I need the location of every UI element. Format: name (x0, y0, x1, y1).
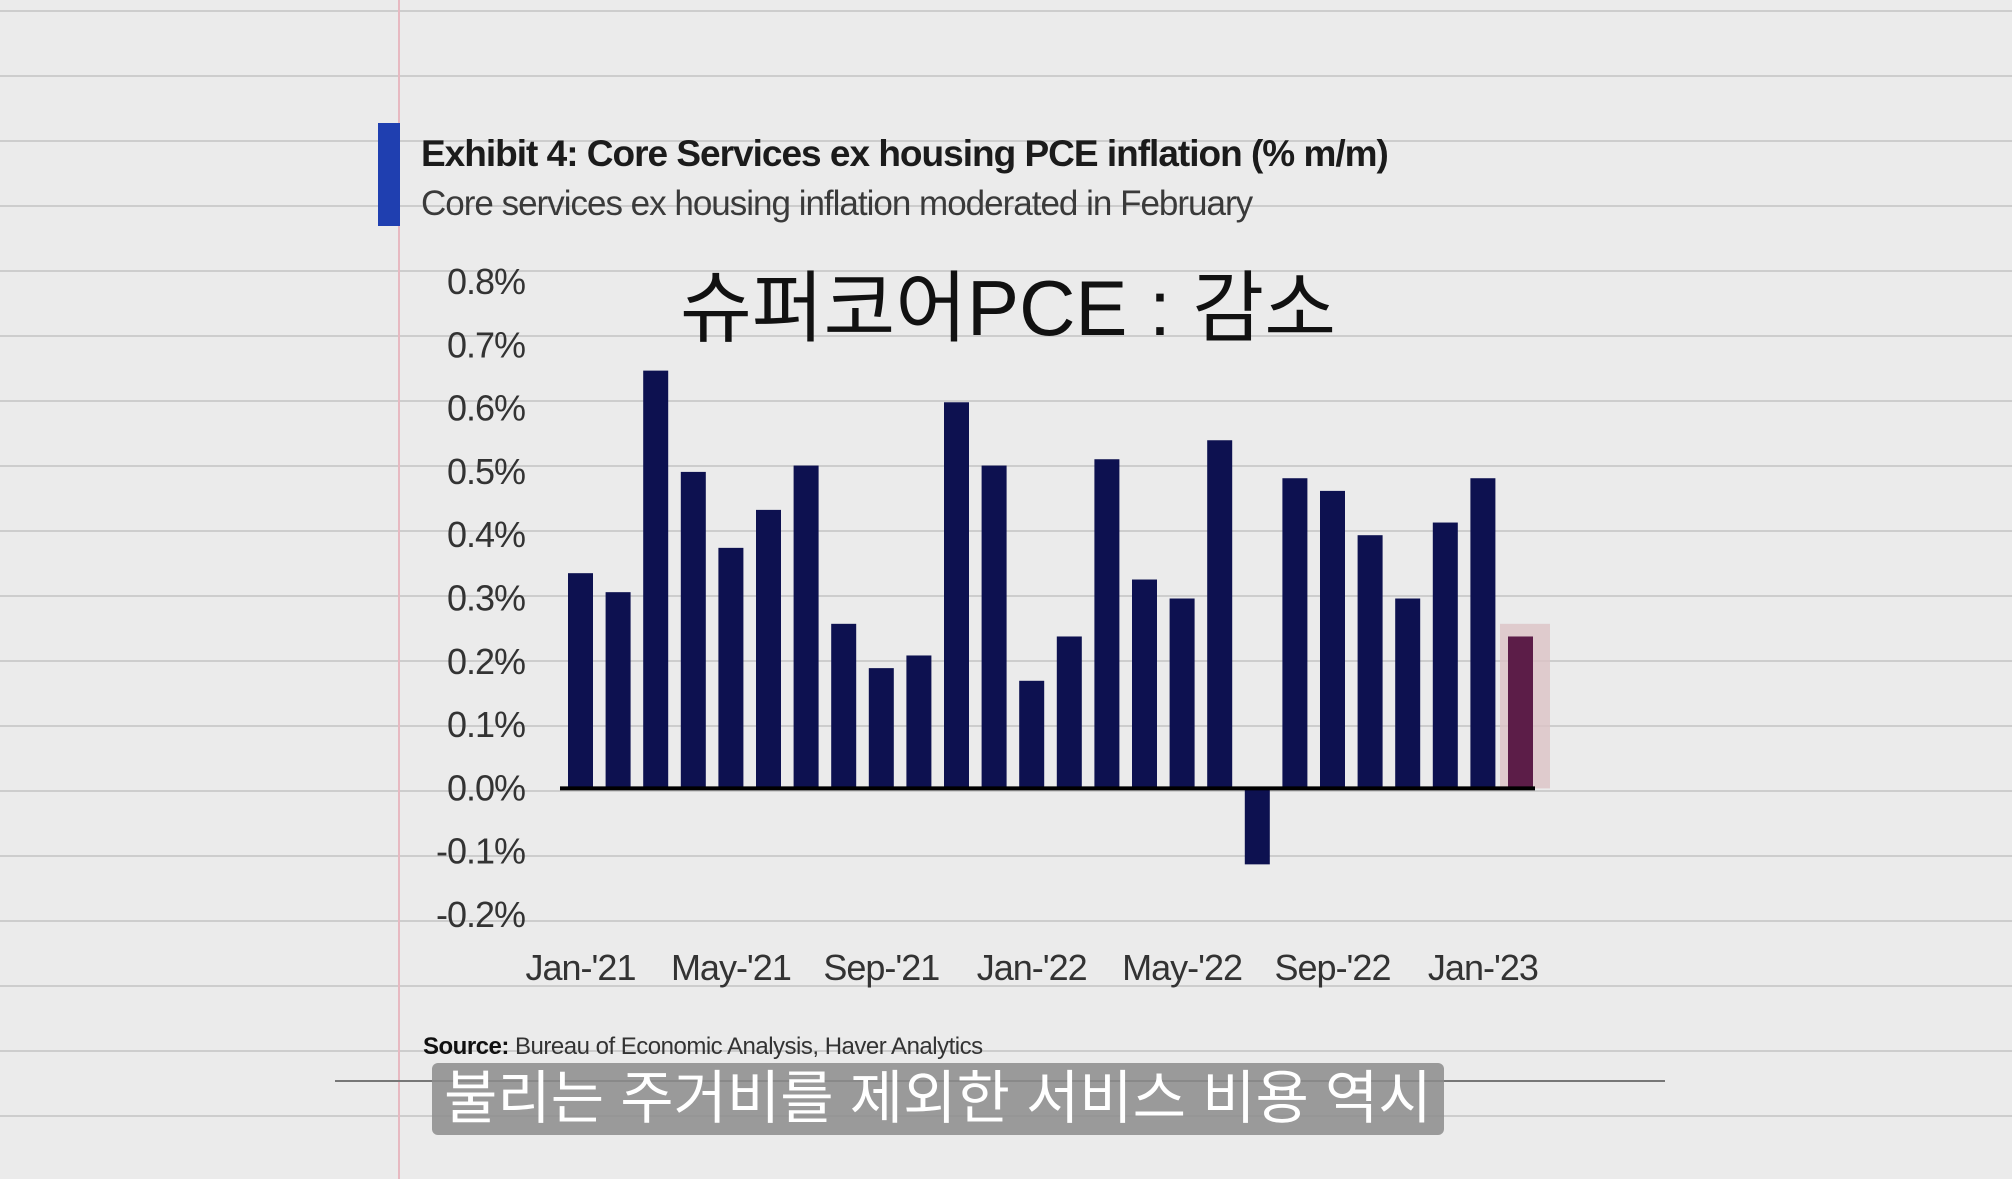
bar-Sep-'22 (1320, 490, 1345, 789)
bar-May-'21 (718, 547, 744, 789)
bar-Jun-'21 (756, 509, 781, 789)
source-line: Source: Bureau of Economic Analysis, Hav… (423, 1033, 983, 1061)
x-tick-label: Sep-'22 (1275, 947, 1391, 988)
notebook-margin-line (398, 0, 400, 1179)
overlay-caption: 슈퍼코어PCE : 감소 (680, 264, 1336, 352)
bar-Nov-'21 (944, 402, 969, 789)
bar-Jul-'21 (793, 465, 819, 789)
bar-Nov-'22 (1395, 598, 1421, 789)
bar-Dec-'22 (1432, 522, 1458, 789)
bar-Sep-'21 (868, 668, 894, 789)
bar-Aug-'21 (831, 623, 857, 789)
y-tick-label: 0.3% (447, 578, 525, 619)
bar-Jan-'21 (568, 573, 593, 789)
bar-Feb-'23 (1508, 636, 1533, 789)
bar-Apr-'22 (1132, 579, 1157, 789)
bar-Dec-'21 (981, 465, 1007, 789)
y-tick-label: 0.5% (447, 451, 525, 492)
y-tick-label: 0.6% (447, 388, 525, 429)
y-tick-label: 0.0% (447, 767, 525, 808)
source-label: Source: (423, 1033, 509, 1060)
bar-Jan-'22 (1019, 680, 1045, 789)
source-text: Bureau of Economic Analysis, Haver Analy… (515, 1033, 983, 1060)
video-subtitle: 불리는 주거비를 제외한 서비스 비용 역시 (432, 1063, 1444, 1135)
bar-Jul-'22 (1244, 788, 1270, 865)
y-tick-label: 0.1% (447, 704, 525, 745)
x-tick-label: Jan-'21 (526, 947, 636, 988)
bar-Feb-'22 (1056, 636, 1082, 789)
chart-subtitle: Core services ex housing inflation moder… (421, 184, 1253, 223)
bar-Jan-'23 (1470, 478, 1496, 789)
x-tick-label: May-'22 (1122, 947, 1242, 988)
bar-Mar-'22 (1094, 459, 1120, 789)
y-tick-label: 0.7% (447, 324, 525, 365)
y-tick-label: 0.8% (447, 261, 525, 302)
bar-Feb-'21 (605, 592, 631, 789)
y-tick-label: -0.2% (436, 894, 525, 935)
bar-Oct-'22 (1357, 535, 1383, 789)
title-accent-bar (378, 123, 400, 226)
bar-Aug-'22 (1282, 478, 1308, 789)
bar-Mar-'21 (643, 370, 669, 789)
x-tick-label: Jan-'23 (1428, 947, 1538, 988)
x-tick-label: May-'21 (671, 947, 791, 988)
bar-Jun-'22 (1207, 440, 1233, 789)
bar-Oct-'21 (906, 655, 932, 789)
bar-Apr-'21 (680, 471, 706, 789)
y-tick-label: 0.2% (447, 641, 525, 682)
x-tick-label: Jan-'22 (977, 947, 1087, 988)
chart-title: Exhibit 4: Core Services ex housing PCE … (421, 133, 1389, 174)
y-tick-label: 0.4% (447, 514, 525, 555)
x-tick-label: Sep-'21 (823, 947, 939, 988)
bar-May-'22 (1169, 598, 1195, 789)
y-tick-label: -0.1% (436, 831, 525, 872)
